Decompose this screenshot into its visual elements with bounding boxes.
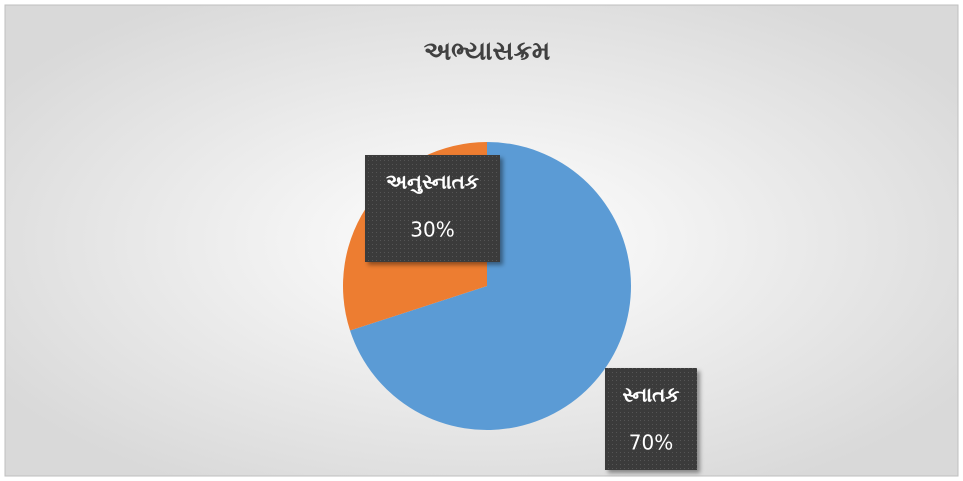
data-label-value: 70% [629, 431, 673, 455]
pie-slice [350, 142, 631, 430]
data-label-category: અનુસ્નાતક [386, 170, 479, 194]
data-label-category: સ્નાતક [622, 383, 679, 407]
data-label-value: 30% [410, 218, 454, 242]
chart-title: અભ્યાસક્રમ [424, 37, 551, 67]
data-label-box [365, 155, 500, 262]
data-label-box [605, 368, 697, 470]
